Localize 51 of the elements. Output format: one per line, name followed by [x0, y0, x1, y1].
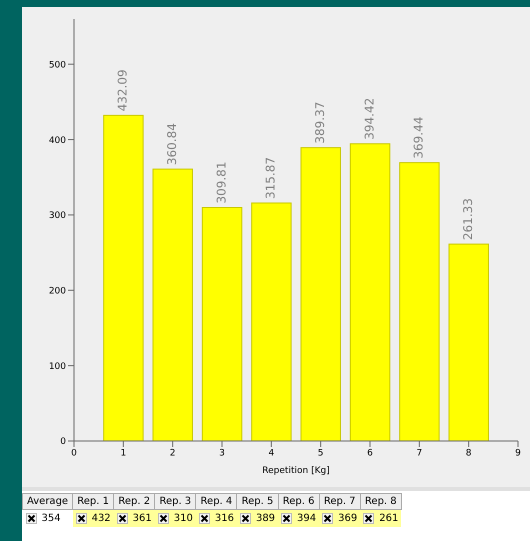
x-tick-label: 4: [268, 448, 274, 458]
x-tick-label: 6: [367, 448, 374, 458]
text: Rep. 8: [360, 494, 402, 510]
text: Rep. 3: [154, 494, 196, 510]
bar: [448, 244, 489, 441]
text: 394: [278, 510, 320, 528]
bar: [399, 162, 440, 441]
x-tick-label: 7: [416, 448, 422, 458]
x-axis-title: Repetition [Kg]: [262, 466, 330, 476]
bar: [152, 168, 193, 441]
text: Rep. 1: [72, 494, 114, 510]
data-label: 394.42: [362, 98, 376, 140]
x-tick-label: 9: [515, 448, 522, 458]
text: Rep. 4: [196, 494, 237, 510]
data-label: 369.44: [412, 116, 426, 159]
text: 369: [319, 510, 360, 528]
text: 432: [72, 510, 114, 528]
text: Rep. 7: [319, 494, 360, 510]
y-tick-label: 300: [48, 211, 66, 222]
data-label: 389.37: [313, 102, 328, 144]
data-label: 432.09: [116, 69, 130, 112]
bar: [202, 207, 242, 441]
y-tick-label: 0: [60, 437, 66, 448]
x-tick-label: 8: [466, 448, 472, 458]
text: 389: [236, 510, 278, 528]
text: Rep. 5: [236, 494, 278, 510]
x-tick-label: 2: [170, 448, 176, 458]
bar: [350, 143, 390, 441]
text: 316: [196, 510, 237, 528]
data-label: 261.33: [461, 198, 476, 240]
bar: [103, 114, 144, 441]
y-tick-label: 200: [48, 286, 66, 296]
y-tick-label: 500: [48, 60, 66, 70]
data-label: 309.81: [214, 162, 228, 204]
text: 310: [154, 510, 196, 528]
text: Average: [22, 494, 73, 510]
text: Rep. 2: [114, 494, 155, 510]
text: 261: [360, 510, 402, 528]
text: 354: [22, 510, 73, 528]
y-tick-label: 400: [48, 136, 66, 146]
data-label: 315.87: [264, 156, 278, 199]
x-tick-label: 5: [318, 448, 324, 458]
text: 361: [114, 510, 155, 528]
bar: [300, 147, 341, 441]
x-tick-label: 3: [219, 448, 225, 458]
text: Rep. 6: [278, 494, 320, 510]
x-tick-label: 0: [71, 448, 78, 458]
data-label: 360.84: [165, 123, 180, 166]
y-tick-label: 100: [48, 362, 66, 372]
bar: [251, 202, 292, 441]
x-tick-label: 1: [120, 448, 126, 458]
